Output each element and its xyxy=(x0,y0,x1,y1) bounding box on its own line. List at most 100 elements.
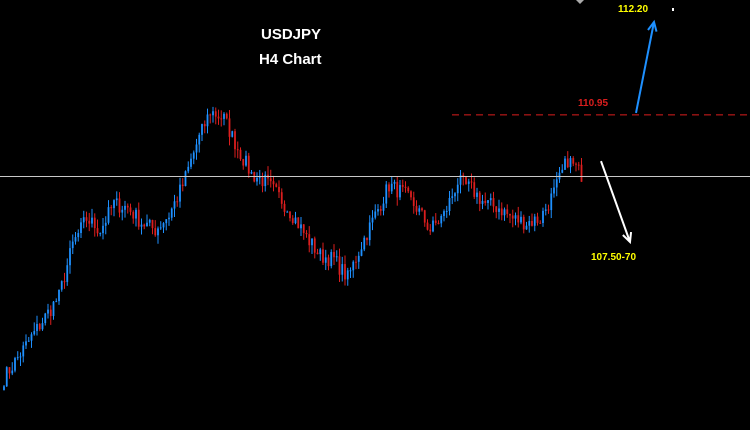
candle-body xyxy=(74,237,77,242)
candle-body xyxy=(22,345,25,357)
candle-body xyxy=(179,184,181,202)
candle xyxy=(305,230,308,238)
candle xyxy=(181,178,184,192)
candle xyxy=(363,235,366,252)
candle-body xyxy=(96,228,99,234)
candle xyxy=(256,172,258,186)
candle xyxy=(561,164,564,174)
candle xyxy=(267,166,269,186)
candle-body xyxy=(319,249,322,255)
candle xyxy=(374,204,377,220)
candle-body xyxy=(151,219,154,229)
candle-body xyxy=(162,223,165,228)
candle xyxy=(179,177,181,208)
candle xyxy=(429,224,432,235)
candle xyxy=(132,210,135,224)
candle xyxy=(443,209,445,222)
candle xyxy=(553,179,555,198)
candle xyxy=(344,255,346,286)
candle-body xyxy=(30,334,33,341)
candle xyxy=(286,210,289,213)
candle xyxy=(388,182,390,198)
candle-body xyxy=(423,210,426,223)
candle xyxy=(371,210,374,231)
candle-body xyxy=(82,217,85,223)
candle-body xyxy=(401,185,404,187)
candle xyxy=(225,112,228,120)
candle-body xyxy=(212,111,214,116)
candle-body xyxy=(338,256,341,275)
candle xyxy=(36,315,38,336)
candle xyxy=(426,219,429,231)
candle xyxy=(467,178,470,192)
candle-body xyxy=(564,158,566,170)
candle-body xyxy=(19,356,22,358)
candle xyxy=(500,202,503,221)
candle xyxy=(352,260,355,278)
candle-body xyxy=(93,217,96,229)
candle-body xyxy=(415,205,418,212)
resistance-level-label: 110.95 xyxy=(578,97,609,109)
candle-body xyxy=(536,216,539,223)
candle-body xyxy=(140,224,143,227)
candle xyxy=(357,251,360,269)
candle xyxy=(396,176,399,206)
candle-body xyxy=(231,131,234,137)
candle xyxy=(278,180,280,198)
candle xyxy=(231,130,234,138)
candle-body xyxy=(49,309,52,317)
candle-body xyxy=(514,215,517,219)
candle-body xyxy=(434,220,437,223)
candle-body xyxy=(520,216,522,223)
candle-body xyxy=(165,219,168,224)
candle-body xyxy=(484,200,487,203)
candle-body xyxy=(390,183,393,192)
candle-body xyxy=(291,218,294,224)
candle xyxy=(126,203,129,214)
candle-body xyxy=(129,207,132,212)
candle-body xyxy=(236,149,239,151)
candle-body xyxy=(492,198,495,207)
candle-body xyxy=(214,111,217,117)
candle xyxy=(137,202,140,230)
candle xyxy=(165,219,168,231)
candle-body xyxy=(374,211,377,218)
candle-body xyxy=(275,184,278,187)
candle-body xyxy=(503,209,506,216)
candle-body xyxy=(437,222,440,224)
candle xyxy=(234,128,236,158)
candle xyxy=(223,112,225,126)
candle-body xyxy=(531,220,533,226)
candle xyxy=(239,147,242,161)
candle xyxy=(412,191,415,214)
candle xyxy=(102,217,104,240)
candle xyxy=(206,108,209,134)
candle-body xyxy=(245,155,247,166)
candle-body xyxy=(190,158,192,167)
candle-body xyxy=(418,208,421,212)
candle xyxy=(300,216,302,237)
candle xyxy=(324,249,327,270)
candle-body xyxy=(580,164,583,182)
candle xyxy=(522,214,525,234)
candle xyxy=(423,209,426,227)
candle-body xyxy=(506,209,509,214)
candle-body xyxy=(539,222,542,224)
candle xyxy=(327,254,330,271)
candle-body xyxy=(258,177,261,179)
candle-body xyxy=(377,209,379,212)
candle-body xyxy=(399,185,401,198)
candle xyxy=(511,209,514,228)
candle-body xyxy=(11,370,14,374)
candle xyxy=(533,213,536,232)
candle xyxy=(503,207,506,221)
candle-body xyxy=(143,224,146,227)
candle xyxy=(536,212,539,226)
candle xyxy=(44,312,47,326)
candle xyxy=(470,173,473,189)
candle xyxy=(203,120,206,134)
candle xyxy=(462,172,465,186)
candle xyxy=(335,250,338,262)
candle xyxy=(399,179,401,201)
candle xyxy=(173,194,176,218)
